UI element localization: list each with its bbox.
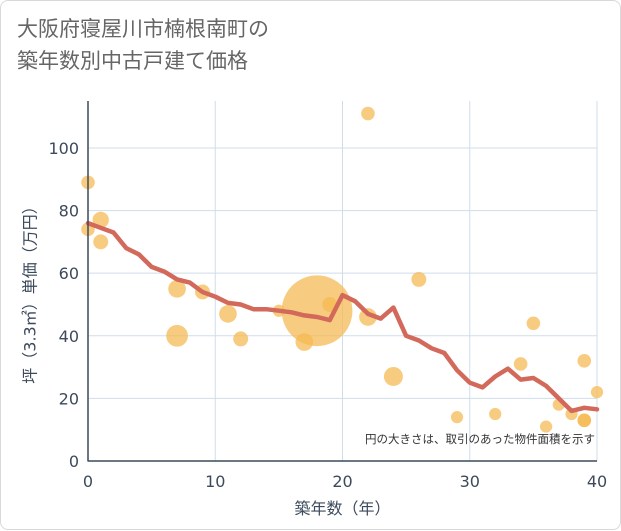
- x-axis-label: 築年数（年）: [294, 499, 390, 518]
- data-point-bubble: [219, 305, 237, 323]
- data-point-bubble: [411, 271, 427, 287]
- data-point-bubble: [383, 366, 403, 386]
- data-point-bubble: [526, 316, 541, 331]
- bubble-layer: [81, 106, 604, 433]
- grid-lines: [88, 101, 598, 461]
- data-point-bubble: [281, 275, 353, 347]
- x-tick-label: 20: [332, 472, 352, 491]
- y-tick-label: 80: [59, 202, 79, 221]
- data-point-bubble: [513, 357, 528, 371]
- data-point-bubble: [539, 420, 553, 433]
- size-note: 円の大きさは、取引のあった物件面積を示す: [365, 432, 595, 446]
- data-point-bubble: [295, 333, 314, 351]
- x-tick-label: 30: [460, 472, 480, 491]
- data-point-bubble: [166, 324, 188, 347]
- y-axis-label: 坪（3.3㎡）単価（万円）: [21, 198, 40, 383]
- x-tick-label: 10: [205, 472, 225, 491]
- x-tick-label: 40: [587, 472, 607, 491]
- y-tick-label: 60: [59, 264, 79, 283]
- axes: 0 20 40 60 80 100 0 10 20 30 40: [48, 101, 607, 491]
- y-tick-label: 0: [69, 452, 79, 471]
- data-point-bubble: [168, 279, 186, 298]
- y-tick-label: 100: [48, 139, 79, 158]
- chart-title-line-2: 築年数別中古戸建て価格: [17, 49, 248, 73]
- data-point-bubble: [577, 354, 592, 368]
- y-tick-label: 40: [59, 327, 79, 346]
- data-point-bubble: [450, 411, 464, 424]
- data-point-bubble: [361, 106, 375, 121]
- average-line-layer: [85, 220, 600, 414]
- data-point-bubble: [93, 234, 109, 250]
- data-point-bubble: [577, 413, 592, 428]
- data-point-bubble: [233, 331, 249, 347]
- x-tick-label: 0: [83, 472, 93, 491]
- chart-title: 大阪府寝屋川市楠根南町の 築年数別中古戸建て価格: [17, 13, 269, 77]
- average-price-line: [85, 220, 600, 414]
- y-tick-label: 20: [59, 389, 79, 408]
- data-point-bubble: [590, 386, 604, 399]
- chart-title-line-1: 大阪府寝屋川市楠根南町の: [17, 17, 269, 41]
- data-point-bubble: [489, 407, 502, 421]
